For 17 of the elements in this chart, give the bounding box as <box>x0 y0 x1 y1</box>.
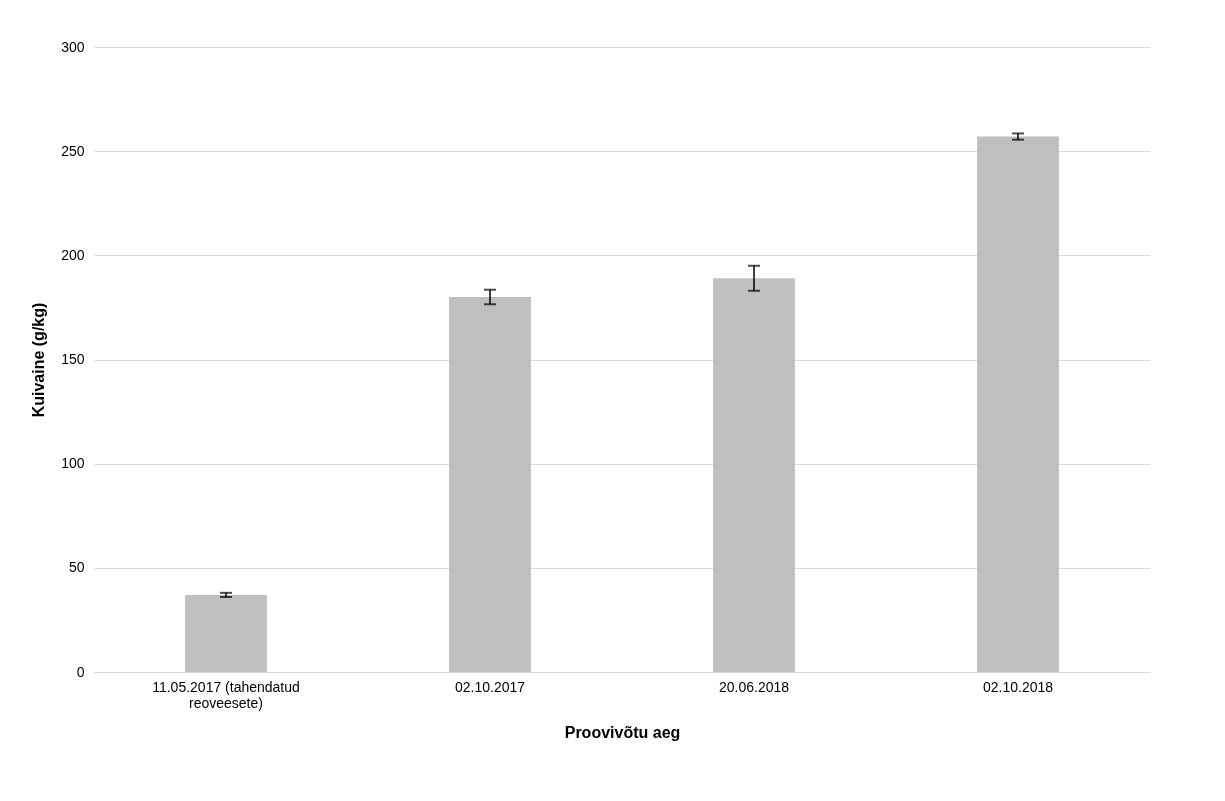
y-tick-label: 100 <box>61 455 85 472</box>
x-tick-label: 02.10.2018 <box>982 678 1054 695</box>
y-tick-label: 300 <box>61 38 85 55</box>
x-tick-label: 11.05.2017 (tahendatud reoveesete) <box>152 678 300 711</box>
y-tick-label: 250 <box>61 142 85 159</box>
bar <box>977 136 1059 672</box>
bar <box>713 278 795 672</box>
y-tick-label: 200 <box>61 246 85 263</box>
y-tick-label: 150 <box>61 351 85 367</box>
y-axis-title: Kuivaine (g/kg) <box>30 302 48 418</box>
bar <box>449 297 531 672</box>
bar <box>185 594 267 672</box>
y-tick-label: 0 <box>76 663 85 680</box>
x-tick-label: 20.06.2018 <box>718 678 790 695</box>
x-tick-label: 02.10.2017 <box>454 678 526 695</box>
y-tick-label: 50 <box>68 559 85 576</box>
x-axis-title: Proovivõtu aeg <box>564 723 681 741</box>
